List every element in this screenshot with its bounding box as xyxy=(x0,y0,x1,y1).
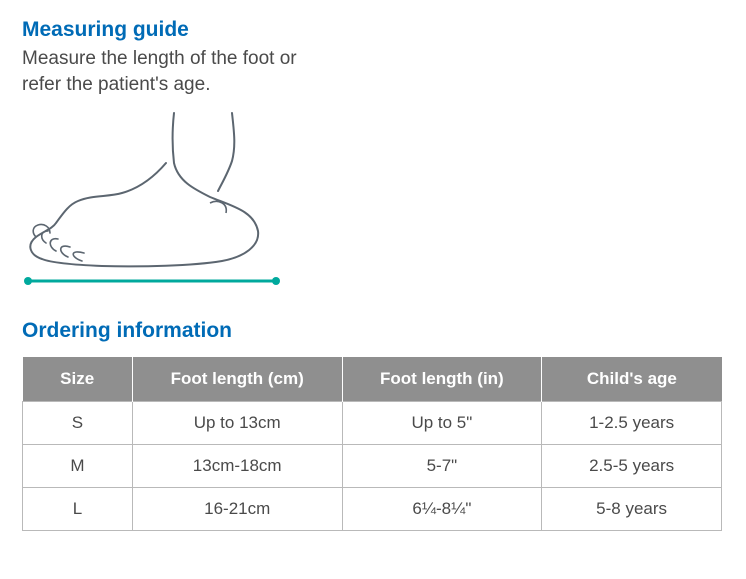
foot-diagram xyxy=(22,111,282,291)
cell-cm: 13cm-18cm xyxy=(132,445,342,488)
header-foot-length-cm: Foot length (cm) xyxy=(132,357,342,402)
cell-size: M xyxy=(23,445,133,488)
sizing-table: Size Foot length (cm) Foot length (in) C… xyxy=(22,357,722,531)
guide-line1: Measure the length of the foot or xyxy=(22,48,297,69)
header-size: Size xyxy=(23,357,133,402)
header-foot-length-in: Foot length (in) xyxy=(342,357,542,402)
cell-cm: 16-21cm xyxy=(132,488,342,531)
guide-line2: refer the patient's age. xyxy=(22,74,210,95)
table-row: M 13cm-18cm 5-7" 2.5-5 years xyxy=(23,445,722,488)
header-child-age: Child's age xyxy=(542,357,722,402)
ordering-info-title: Ordering information xyxy=(22,319,724,343)
table-row: L 16-21cm 6¼-8¼" 5-8 years xyxy=(23,488,722,531)
measuring-guide-text: Measure the length of the foot or refer … xyxy=(22,46,724,97)
cell-age: 5-8 years xyxy=(542,488,722,531)
cell-in: 6¼-8¼" xyxy=(342,488,542,531)
cell-in: Up to 5" xyxy=(342,402,542,445)
cell-age: 1-2.5 years xyxy=(542,402,722,445)
measuring-guide-title: Measuring guide xyxy=(22,18,724,42)
table-header-row: Size Foot length (cm) Foot length (in) C… xyxy=(23,357,722,402)
cell-cm: Up to 13cm xyxy=(132,402,342,445)
cell-age: 2.5-5 years xyxy=(542,445,722,488)
cell-size: L xyxy=(23,488,133,531)
cell-size: S xyxy=(23,402,133,445)
cell-in: 5-7" xyxy=(342,445,542,488)
table-row: S Up to 13cm Up to 5" 1-2.5 years xyxy=(23,402,722,445)
